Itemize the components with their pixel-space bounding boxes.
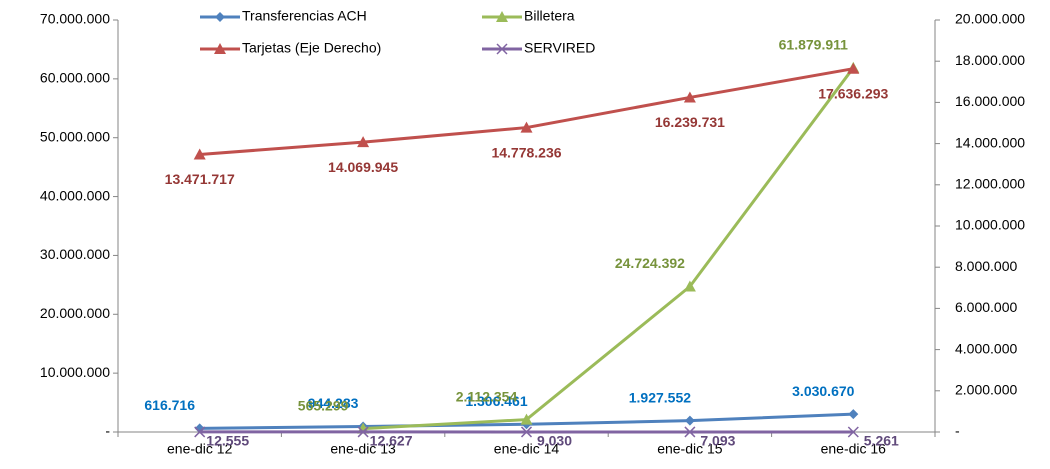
value-label: 17.636.293 xyxy=(818,85,888,101)
y2-tick-label: 4.000.000 xyxy=(955,340,1017,356)
y-tick-label: 30.000.000 xyxy=(40,246,110,262)
value-label: 3.030.670 xyxy=(792,383,854,399)
value-label: 5.261 xyxy=(864,433,899,449)
y-tick-label: 20.000.000 xyxy=(40,305,110,321)
y-tick-label: - xyxy=(105,423,110,439)
y2-tick-label: - xyxy=(955,423,960,439)
y2-tick-label: 16.000.000 xyxy=(955,93,1025,109)
value-label: 12.627 xyxy=(370,433,413,449)
y2-tick-label: 12.000.000 xyxy=(955,176,1025,192)
value-label: 24.724.392 xyxy=(615,255,685,271)
y-tick-label: 50.000.000 xyxy=(40,128,110,144)
value-label: 9.030 xyxy=(537,433,572,449)
value-label: 61.879.911 xyxy=(779,36,849,52)
series-line xyxy=(363,68,853,429)
legend-label: Transferencias ACH xyxy=(242,8,367,24)
value-label: 565.299 xyxy=(298,397,349,413)
y2-tick-label: 10.000.000 xyxy=(955,217,1025,233)
legend-label: Billetera xyxy=(524,8,575,24)
value-label: 13.471.717 xyxy=(165,171,235,187)
series-line xyxy=(200,69,854,155)
marker xyxy=(848,409,858,419)
legend-label: SERVIRED xyxy=(524,40,595,56)
value-label: 1.927.552 xyxy=(629,389,691,405)
y-tick-label: 70.000.000 xyxy=(40,11,110,27)
value-label: 7.093 xyxy=(700,433,735,449)
value-label: 2.112.354 xyxy=(456,388,518,404)
y2-tick-label: 18.000.000 xyxy=(955,52,1025,68)
y2-tick-label: 6.000.000 xyxy=(955,299,1017,315)
legend-label: Tarjetas (Eje Derecho) xyxy=(242,40,381,56)
value-label: 14.069.945 xyxy=(328,159,398,175)
value-label: 16.239.731 xyxy=(655,114,725,130)
y-tick-label: 10.000.000 xyxy=(40,364,110,380)
y-tick-label: 40.000.000 xyxy=(40,187,110,203)
y2-tick-label: 8.000.000 xyxy=(955,258,1017,274)
y-tick-label: 60.000.000 xyxy=(40,70,110,86)
value-label: 12.555 xyxy=(206,433,249,449)
value-label: 14.778.236 xyxy=(491,144,561,160)
y2-tick-label: 2.000.000 xyxy=(955,382,1017,398)
y2-tick-label: 20.000.000 xyxy=(955,11,1025,27)
marker xyxy=(685,416,695,426)
y2-tick-label: 14.000.000 xyxy=(955,134,1025,150)
value-label: 616.716 xyxy=(144,397,195,413)
marker xyxy=(215,12,225,22)
